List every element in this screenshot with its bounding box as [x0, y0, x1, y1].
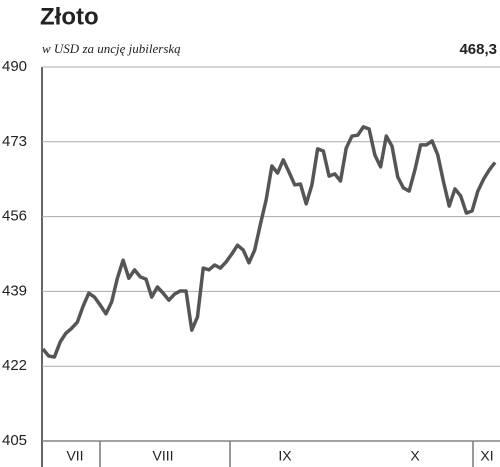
y-tick-label: 422 — [2, 357, 27, 374]
last-value-annotation: 468,3 — [459, 41, 497, 58]
chart-subtitle: w USD za uncję jubilerską — [42, 41, 181, 56]
y-tick-label: 473 — [2, 133, 27, 150]
x-tick-label: IX — [278, 448, 292, 464]
y-tick-label: 490 — [2, 58, 27, 75]
price-line — [41, 125, 497, 359]
chart-title: Złoto — [40, 3, 99, 30]
x-tick-label: X — [410, 448, 420, 464]
y-tick-label: 405 — [2, 432, 27, 449]
x-tick-label: VIII — [152, 448, 173, 464]
x-tick-label: VII — [66, 448, 83, 464]
x-tick-label: XI — [480, 448, 493, 464]
y-tick-label: 439 — [2, 282, 27, 299]
y-tick-label: 456 — [2, 208, 27, 225]
